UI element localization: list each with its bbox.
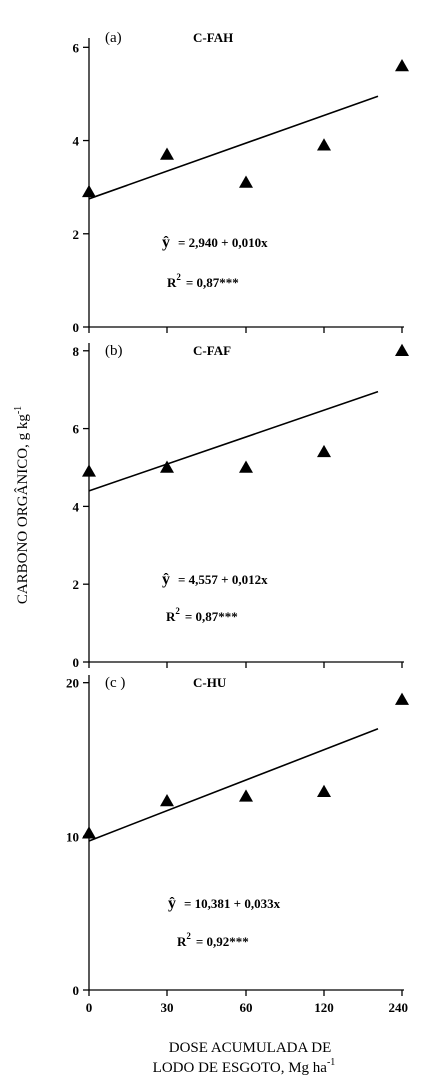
r-squared-value: = 0,87***	[186, 275, 239, 290]
r-squared: R2 = 0,92***	[177, 931, 249, 949]
regression-equation: ŷ = 4,557 + 0,012x	[162, 571, 268, 588]
x-tick-label: 30	[161, 1000, 174, 1015]
data-point	[82, 464, 96, 477]
data-point	[317, 138, 331, 151]
data-point	[160, 460, 174, 473]
y-axis-title-sup: -1	[13, 406, 24, 414]
equation-rhs: = 10,381 + 0,033x	[184, 896, 281, 911]
data-point	[239, 460, 253, 473]
x-tick-label: 0	[86, 1000, 93, 1015]
r-squared-value: = 0,87***	[185, 609, 238, 624]
r-squared-sup: 2	[175, 606, 180, 616]
panel-label: (b)	[105, 343, 123, 359]
y-tick-label: 20	[66, 676, 79, 691]
data-point	[317, 444, 331, 458]
y-tick-label: 6	[73, 40, 80, 55]
panel-2: 0 10 20 (c ) C-HU ŷ = 10,381 + 0,033x R2 = 0,92*…	[66, 675, 409, 998]
y-tick-label: 10	[66, 829, 79, 844]
x-axis-title-line2: LODO DE ESGOTO, Mg ha-1	[153, 1057, 336, 1076]
y-tick-label: 4	[73, 134, 80, 149]
equation-lhs: ŷ	[162, 571, 170, 588]
x-axis-title-line2-text: LODO DE ESGOTO, Mg ha	[153, 1060, 328, 1076]
panel-label: (c )	[105, 675, 125, 691]
r-squared: R2 = 0,87***	[167, 272, 239, 290]
r-squared-sup: 2	[186, 931, 191, 941]
r-squared: R2 = 0,87***	[166, 606, 238, 624]
y-tick-label: 6	[73, 422, 80, 437]
r-squared-label: R	[177, 934, 187, 949]
y-tick-label: 4	[73, 499, 80, 514]
data-point	[395, 692, 409, 705]
data-point	[82, 826, 96, 839]
x-tick-label: 240	[389, 1000, 409, 1015]
r-squared-label: R	[166, 609, 176, 624]
data-point	[239, 789, 253, 802]
r-squared-sup: 2	[176, 272, 181, 282]
y-tick-label: 2	[73, 577, 80, 592]
y-tick-label: 0	[73, 655, 80, 670]
x-axis-title-line2-sup: -1	[327, 1057, 335, 1068]
regression-line	[88, 390, 379, 492]
y-axis-title: CARBONO ORGÂNICO, g kg-1	[13, 406, 31, 604]
equation-rhs: = 2,940 + 0,010x	[178, 235, 268, 250]
panel-label: (a)	[105, 30, 122, 46]
equation-rhs: = 4,557 + 0,012x	[178, 572, 268, 587]
y-tick-label: 0	[73, 983, 80, 998]
regression-line	[88, 95, 379, 200]
equation-lhs: ŷ	[162, 234, 170, 251]
x-tick-label: 60	[240, 1000, 253, 1015]
data-point	[395, 343, 409, 357]
panel-title: C-HU	[193, 675, 227, 690]
y-tick-label: 8	[73, 344, 80, 359]
y-tick-label: 0	[73, 320, 80, 335]
data-point	[82, 184, 96, 198]
data-point	[317, 784, 331, 798]
r-squared-value: = 0,92***	[196, 934, 249, 949]
x-tick-label: 120	[314, 1000, 334, 1015]
panel-title: C-FAF	[193, 343, 231, 358]
r-squared-label: R	[167, 275, 177, 290]
data-point	[239, 175, 253, 188]
data-point	[395, 58, 409, 72]
regression-line	[88, 728, 379, 842]
data-point	[160, 147, 174, 160]
data-point	[160, 794, 174, 807]
x-axis-title-line1: DOSE ACUMULADA DE	[169, 1040, 332, 1056]
equation-lhs: ŷ	[168, 895, 176, 912]
regression-equation: ŷ = 10,381 + 0,033x	[168, 895, 281, 912]
regression-equation: ŷ = 2,940 + 0,010x	[162, 234, 268, 251]
y-tick-label: 2	[73, 227, 80, 242]
y-axis-title-text: CARBONO ORGÂNICO, g kg	[14, 414, 31, 605]
panel-title: C-FAH	[193, 30, 233, 45]
